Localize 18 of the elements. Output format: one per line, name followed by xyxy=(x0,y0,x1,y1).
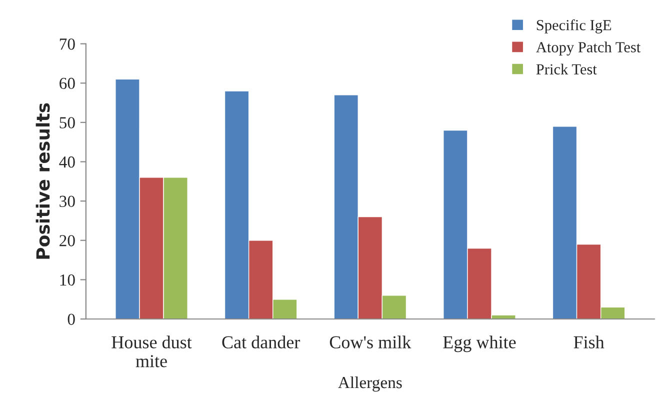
y-axis-title: Positive results xyxy=(36,103,50,259)
y-tick-label: 70 xyxy=(60,38,75,50)
y-tick-label: 0 xyxy=(68,314,75,325)
y-tick-label: 30 xyxy=(60,196,75,207)
y-tick-label: 60 xyxy=(60,78,75,90)
x-tick-label: Cow's milk xyxy=(330,336,412,348)
x-tick-label: Cat dander xyxy=(222,336,300,348)
y-tick-label: 10 xyxy=(60,274,75,286)
x-tick-label: House dust mite xyxy=(112,336,192,368)
y-tick-label: 40 xyxy=(59,156,75,168)
legend-label: Prick Test xyxy=(536,64,597,74)
legend-label: Atopy Patch Test xyxy=(536,42,641,56)
y-tick-label: 20 xyxy=(60,235,75,246)
legend-label: Specific IgE xyxy=(536,19,612,34)
x-tick-label: Fish xyxy=(574,336,604,348)
x-axis-title: Allergens xyxy=(338,376,402,392)
x-tick-label: Egg white xyxy=(443,336,516,352)
y-tick-label: 50 xyxy=(60,117,75,128)
